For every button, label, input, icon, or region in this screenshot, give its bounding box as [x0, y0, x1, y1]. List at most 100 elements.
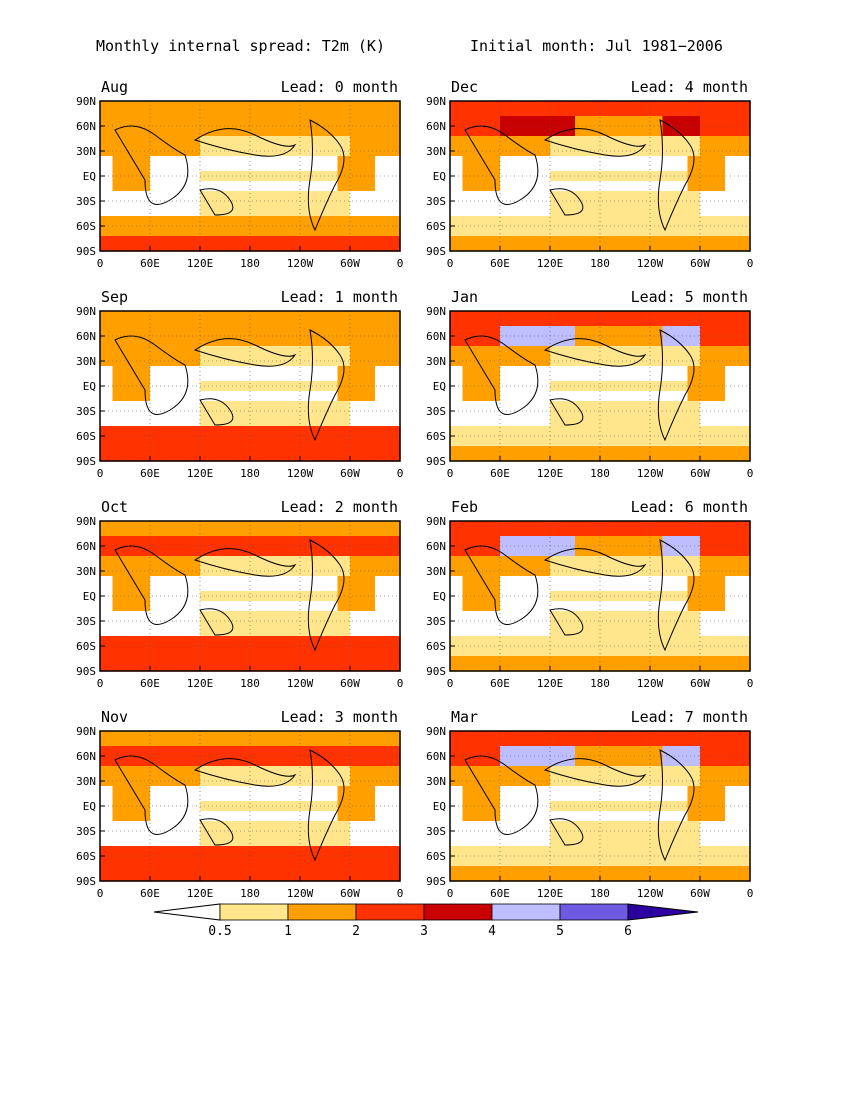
field-cell [325, 361, 339, 367]
field-cell [362, 396, 376, 402]
field-cell [637, 156, 651, 162]
field-cell [150, 621, 164, 627]
field-cell [650, 641, 664, 647]
field-cell [587, 521, 601, 527]
field-cell [525, 136, 539, 142]
field-cell [475, 436, 489, 442]
field-cell [512, 161, 526, 167]
field-cell [175, 121, 189, 127]
field-cell [525, 156, 539, 162]
field-cell [500, 136, 514, 142]
field-cell [275, 806, 289, 812]
field-cell [162, 581, 176, 587]
field-cell [362, 211, 376, 217]
field-cell [312, 656, 326, 662]
field-cell [512, 551, 526, 557]
field-cell [375, 226, 389, 232]
field-cell [175, 751, 189, 757]
field-cell [250, 761, 264, 767]
field-cell [487, 421, 501, 427]
field-cell [325, 231, 339, 237]
field-cell [275, 171, 289, 177]
field-cell [600, 551, 614, 557]
field-cell [450, 421, 464, 427]
field-cell [675, 571, 689, 577]
field-cell [350, 341, 364, 347]
field-cell [150, 321, 164, 327]
field-cell [262, 146, 276, 152]
field-cell [450, 396, 464, 402]
field-cell [200, 226, 214, 232]
field-cell [737, 141, 751, 147]
field-cell [212, 646, 226, 652]
field-cell [662, 171, 676, 177]
field-cell [100, 406, 114, 412]
field-cell [312, 586, 326, 592]
field-cell [600, 201, 614, 207]
field-cell [275, 541, 289, 547]
field-cell [275, 601, 289, 607]
field-cell [500, 451, 514, 457]
field-cell [525, 641, 539, 647]
field-cell [275, 551, 289, 557]
field-cell [512, 406, 526, 412]
field-cell [150, 661, 164, 667]
field-cell [462, 536, 476, 542]
field-cell [712, 341, 726, 347]
field-cell [112, 571, 126, 577]
field-cell [275, 421, 289, 427]
field-cell [600, 641, 614, 647]
field-cell [175, 631, 189, 637]
field-cell [225, 311, 239, 317]
field-cell [325, 436, 339, 442]
field-cell [150, 646, 164, 652]
field-cell [100, 141, 114, 147]
field-cell [525, 191, 539, 197]
field-cell [675, 456, 689, 462]
field-cell [625, 346, 639, 352]
field-cell [200, 156, 214, 162]
field-cell [112, 126, 126, 132]
field-cell [562, 526, 576, 532]
field-cell [450, 606, 464, 612]
field-cell [450, 666, 464, 672]
field-cell [487, 221, 501, 227]
field-cell [262, 741, 276, 747]
field-cell [250, 436, 264, 442]
field-cell [325, 441, 339, 447]
field-cell [137, 161, 151, 167]
field-cell [212, 426, 226, 432]
field-cell [187, 336, 201, 342]
field-cell [325, 111, 339, 117]
field-cell [162, 186, 176, 192]
field-cell [600, 546, 614, 552]
field-cell [175, 806, 189, 812]
field-cell [125, 331, 139, 337]
field-cell [737, 661, 751, 667]
field-cell [625, 221, 639, 227]
field-cell [587, 541, 601, 547]
lat-tick-label: 90S [426, 245, 446, 258]
field-cell [512, 616, 526, 622]
field-cell [187, 591, 201, 597]
field-cell [712, 631, 726, 637]
field-cell [100, 781, 114, 787]
field-cell [462, 651, 476, 657]
field-cell [212, 556, 226, 562]
field-cell [587, 151, 601, 157]
field-cell [525, 426, 539, 432]
field-cell [100, 356, 114, 362]
field-cell [362, 731, 376, 737]
field-cell [475, 641, 489, 647]
field-cell [450, 636, 464, 642]
field-cell [187, 626, 201, 632]
field-cell [112, 781, 126, 787]
field-cell [325, 586, 339, 592]
field-cell [150, 316, 164, 322]
field-cell [175, 116, 189, 122]
field-cell [300, 761, 314, 767]
field-cell [200, 776, 214, 782]
field-cell [212, 641, 226, 647]
field-cell [450, 316, 464, 322]
